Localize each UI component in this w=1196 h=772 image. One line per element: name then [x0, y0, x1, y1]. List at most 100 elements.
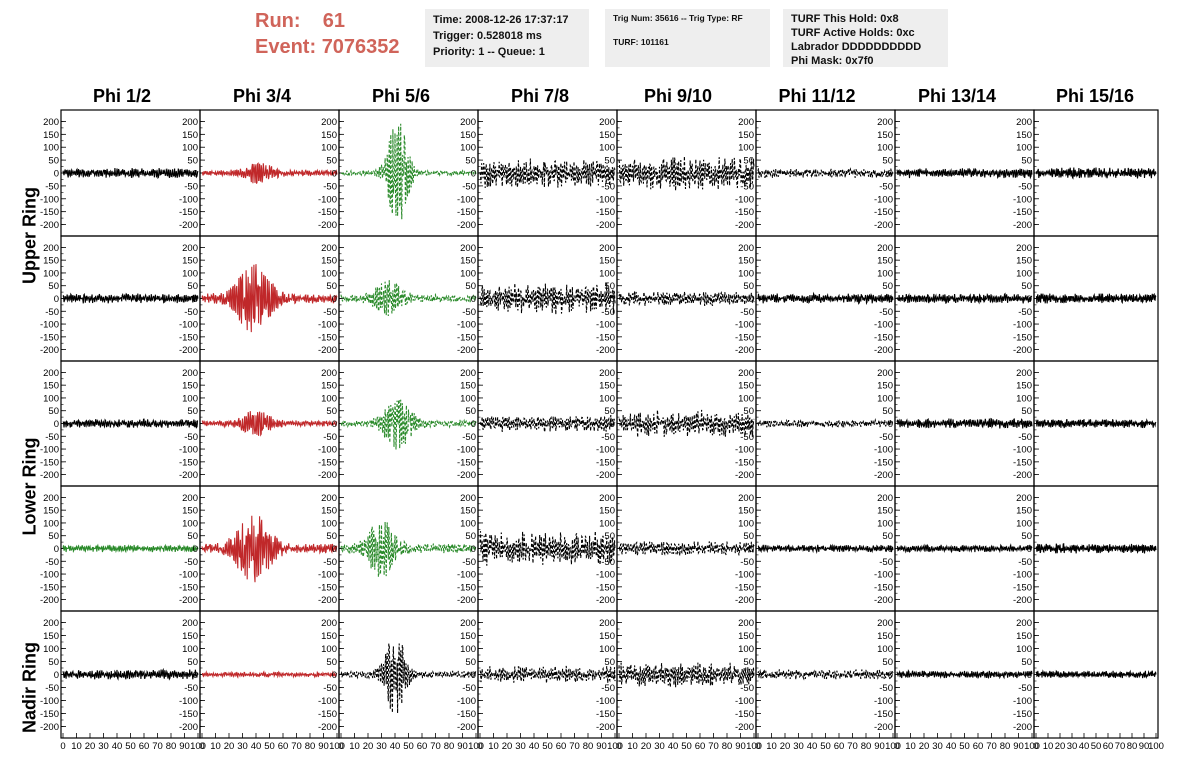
- y-tick-label: -50: [462, 181, 476, 192]
- y-tick-label: 200: [321, 368, 337, 379]
- x-tick-label: 20: [780, 741, 791, 752]
- y-tick-label: 150: [43, 256, 59, 267]
- run-value: 61: [322, 10, 346, 32]
- y-tick-label: 100: [43, 268, 59, 279]
- y-tick-label: 50: [1021, 531, 1032, 542]
- y-tick-label: -50: [601, 307, 615, 318]
- y-tick-label: 50: [882, 406, 893, 417]
- x-tick-label: 60: [278, 741, 289, 752]
- y-tick-label: 150: [877, 631, 893, 642]
- y-tick-label: 50: [604, 531, 615, 542]
- y-tick-label: 50: [604, 657, 615, 668]
- y-tick-label: -200: [874, 220, 893, 231]
- x-tick-label: 10: [71, 741, 82, 752]
- y-tick-label: -200: [1013, 722, 1032, 733]
- y-tick-label: 200: [599, 117, 615, 128]
- x-tick-label: 80: [1127, 741, 1138, 752]
- y-tick-label: -150: [874, 582, 893, 593]
- y-tick-label: 200: [1016, 618, 1032, 629]
- y-tick-label: -150: [457, 709, 476, 720]
- y-tick-label: -200: [874, 595, 893, 606]
- y-tick-label: 200: [599, 493, 615, 504]
- x-tick-label: 100: [468, 741, 484, 752]
- y-tick-label: 50: [1021, 406, 1032, 417]
- y-tick-label: -50: [184, 557, 198, 568]
- y-tick-label: 100: [43, 644, 59, 655]
- x-tick-label: 30: [654, 741, 665, 752]
- waveform-line: [479, 158, 616, 189]
- y-tick-label: 50: [465, 156, 476, 167]
- y-tick-label: -150: [1013, 332, 1032, 343]
- y-tick-label: 200: [321, 243, 337, 254]
- y-tick-label: 150: [460, 631, 476, 642]
- y-tick-label: -50: [740, 683, 754, 694]
- y-tick-label: 100: [738, 393, 754, 404]
- priority-text: Priority: 1 -- Queue: 1: [433, 46, 545, 58]
- y-tick-label: -150: [1013, 582, 1032, 593]
- y-tick-label: 150: [877, 130, 893, 141]
- y-tick-label: -150: [874, 709, 893, 720]
- y-tick-label: -100: [318, 696, 337, 707]
- y-tick-label: 0: [1027, 544, 1032, 555]
- y-tick-label: -200: [457, 595, 476, 606]
- y-tick-label: 100: [1016, 518, 1032, 529]
- labrador-text: Labrador DDDDDDDDDD: [791, 41, 922, 53]
- y-tick-label: 200: [321, 618, 337, 629]
- y-tick-label: 100: [1016, 268, 1032, 279]
- waveform-line: [62, 292, 199, 304]
- y-tick-label: -50: [1018, 307, 1032, 318]
- y-tick-label: -150: [735, 709, 754, 720]
- trig-num-text: Trig Num: 35616 -- Trig Type: RF: [613, 13, 743, 23]
- y-tick-label: -50: [323, 181, 337, 192]
- x-tick-label: 80: [444, 741, 455, 752]
- y-tick-label: 0: [332, 294, 337, 305]
- x-tick-label: 0: [755, 741, 760, 752]
- waveform-line: [479, 531, 616, 566]
- y-tick-label: 100: [1016, 644, 1032, 655]
- waveform-line: [757, 668, 894, 681]
- y-tick-label: 150: [182, 130, 198, 141]
- y-tick-label: 0: [54, 294, 59, 305]
- y-tick-label: 150: [460, 256, 476, 267]
- y-tick-label: 200: [599, 368, 615, 379]
- waveform-line: [1035, 418, 1157, 429]
- y-tick-label: 100: [877, 268, 893, 279]
- y-tick-label: 100: [738, 143, 754, 154]
- y-tick-label: -100: [457, 320, 476, 331]
- x-tick-label: 40: [390, 741, 401, 752]
- x-tick-label: 10: [349, 741, 360, 752]
- x-tick-label: 0: [60, 741, 65, 752]
- waveform-line: [479, 282, 616, 315]
- y-tick-label: -100: [179, 445, 198, 456]
- y-tick-label: -100: [596, 570, 615, 581]
- x-tick-label: 20: [641, 741, 652, 752]
- y-tick-label: 0: [54, 544, 59, 555]
- waveform-line: [340, 280, 477, 317]
- y-tick-label: 200: [1016, 493, 1032, 504]
- y-tick-label: 100: [182, 393, 198, 404]
- y-tick-label: 100: [877, 644, 893, 655]
- y-tick-label: -50: [1018, 432, 1032, 443]
- y-tick-label: 150: [738, 130, 754, 141]
- y-tick-label: 50: [326, 406, 337, 417]
- y-tick-label: 0: [888, 169, 893, 180]
- y-tick-label: -150: [318, 457, 337, 468]
- turf-text: TURF: 101161: [613, 37, 669, 47]
- y-tick-label: 100: [738, 518, 754, 529]
- x-tick-label: 90: [874, 741, 885, 752]
- y-tick-label: 0: [193, 294, 198, 305]
- x-tick-label: 20: [1055, 741, 1066, 752]
- x-tick-label: 20: [85, 741, 96, 752]
- y-tick-label: 150: [599, 381, 615, 392]
- x-tick-label: 10: [210, 741, 221, 752]
- y-tick-label: -200: [874, 470, 893, 481]
- waveform-line: [340, 643, 477, 714]
- y-tick-label: 0: [610, 544, 615, 555]
- y-tick-label: 150: [1016, 506, 1032, 517]
- y-tick-label: 50: [187, 657, 198, 668]
- y-tick-label: -50: [879, 181, 893, 192]
- y-tick-label: 100: [182, 143, 198, 154]
- y-tick-label: -50: [1018, 557, 1032, 568]
- y-tick-label: 50: [465, 657, 476, 668]
